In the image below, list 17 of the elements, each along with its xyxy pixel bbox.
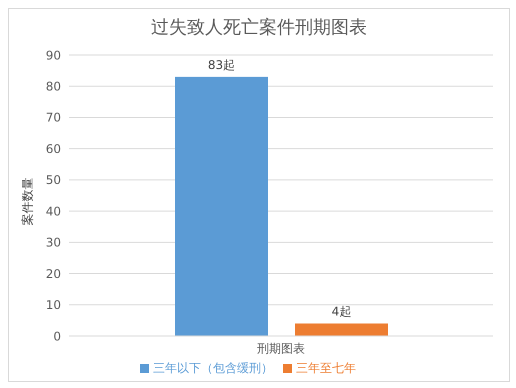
y-tick-label: 50 — [46, 173, 61, 188]
data-label: 4起 — [332, 304, 352, 319]
y-tick-label: 60 — [46, 142, 61, 156]
y-tick-label: 40 — [46, 204, 61, 218]
legend-label: 三年至七年 — [296, 361, 356, 375]
y-tick-label: 90 — [46, 48, 61, 62]
y-tick-label: 30 — [46, 236, 61, 250]
legend-label: 三年以下（包含缓刑） — [153, 361, 273, 375]
y-axis-title: 案件数量 — [20, 178, 34, 226]
y-tick-label: 20 — [46, 266, 61, 281]
y-tick-label: 80 — [46, 79, 61, 94]
y-tick-label: 0 — [53, 329, 61, 344]
data-label: 83起 — [208, 58, 236, 72]
y-tick-label: 10 — [46, 298, 61, 312]
x-tick-label: 刑期图表 — [257, 342, 305, 356]
y-tick-label: 70 — [46, 110, 61, 125]
chart-title: 过失致人死亡案件刑期图表 — [150, 16, 368, 40]
